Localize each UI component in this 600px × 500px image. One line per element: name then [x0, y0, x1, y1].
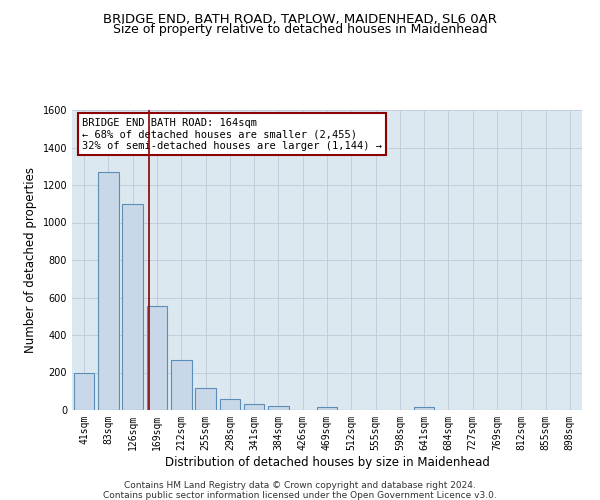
- Bar: [195, 388, 216, 410]
- Bar: [414, 407, 434, 410]
- Text: BRIDGE END BATH ROAD: 164sqm
← 68% of detached houses are smaller (2,455)
32% of: BRIDGE END BATH ROAD: 164sqm ← 68% of de…: [82, 118, 382, 150]
- Text: Contains HM Land Registry data © Crown copyright and database right 2024.: Contains HM Land Registry data © Crown c…: [124, 481, 476, 490]
- Text: BRIDGE END, BATH ROAD, TAPLOW, MAIDENHEAD, SL6 0AR: BRIDGE END, BATH ROAD, TAPLOW, MAIDENHEA…: [103, 12, 497, 26]
- Bar: [74, 372, 94, 410]
- Text: Size of property relative to detached houses in Maidenhead: Size of property relative to detached ho…: [113, 22, 487, 36]
- Bar: [146, 306, 167, 410]
- Bar: [98, 172, 119, 410]
- X-axis label: Distribution of detached houses by size in Maidenhead: Distribution of detached houses by size …: [164, 456, 490, 468]
- Text: Contains public sector information licensed under the Open Government Licence v3: Contains public sector information licen…: [103, 491, 497, 500]
- Y-axis label: Number of detached properties: Number of detached properties: [24, 167, 37, 353]
- Bar: [317, 407, 337, 410]
- Bar: [268, 406, 289, 410]
- Bar: [244, 404, 265, 410]
- Bar: [122, 204, 143, 410]
- Bar: [171, 360, 191, 410]
- Bar: [220, 399, 240, 410]
